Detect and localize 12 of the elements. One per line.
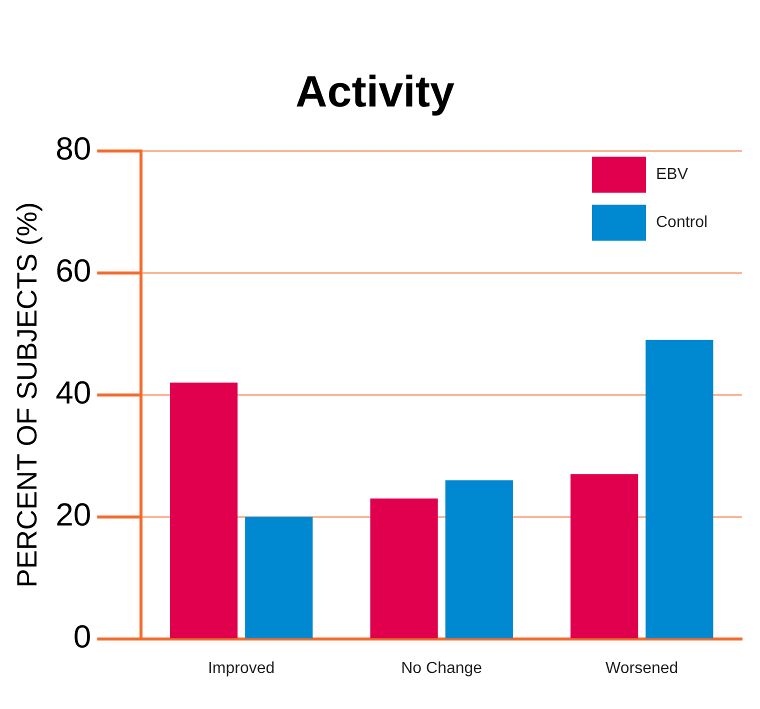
legend-label: EBV <box>656 166 688 184</box>
x-tick-label: Improved <box>208 660 275 677</box>
y-axis-title: PERCENT OF SUBJECTS (%) <box>12 202 43 588</box>
chart-title: Activity <box>296 68 455 117</box>
y-tick-label: 60 <box>56 252 92 289</box>
x-tick-label: No Change <box>401 660 482 677</box>
y-tick-label: 40 <box>56 374 92 411</box>
y-tick-label: 20 <box>56 496 92 533</box>
legend-label: Control <box>656 214 708 232</box>
y-tick-label: 0 <box>73 618 92 655</box>
y-tick-label: 80 <box>56 130 92 167</box>
x-tick-label: Worsened <box>606 660 678 677</box>
